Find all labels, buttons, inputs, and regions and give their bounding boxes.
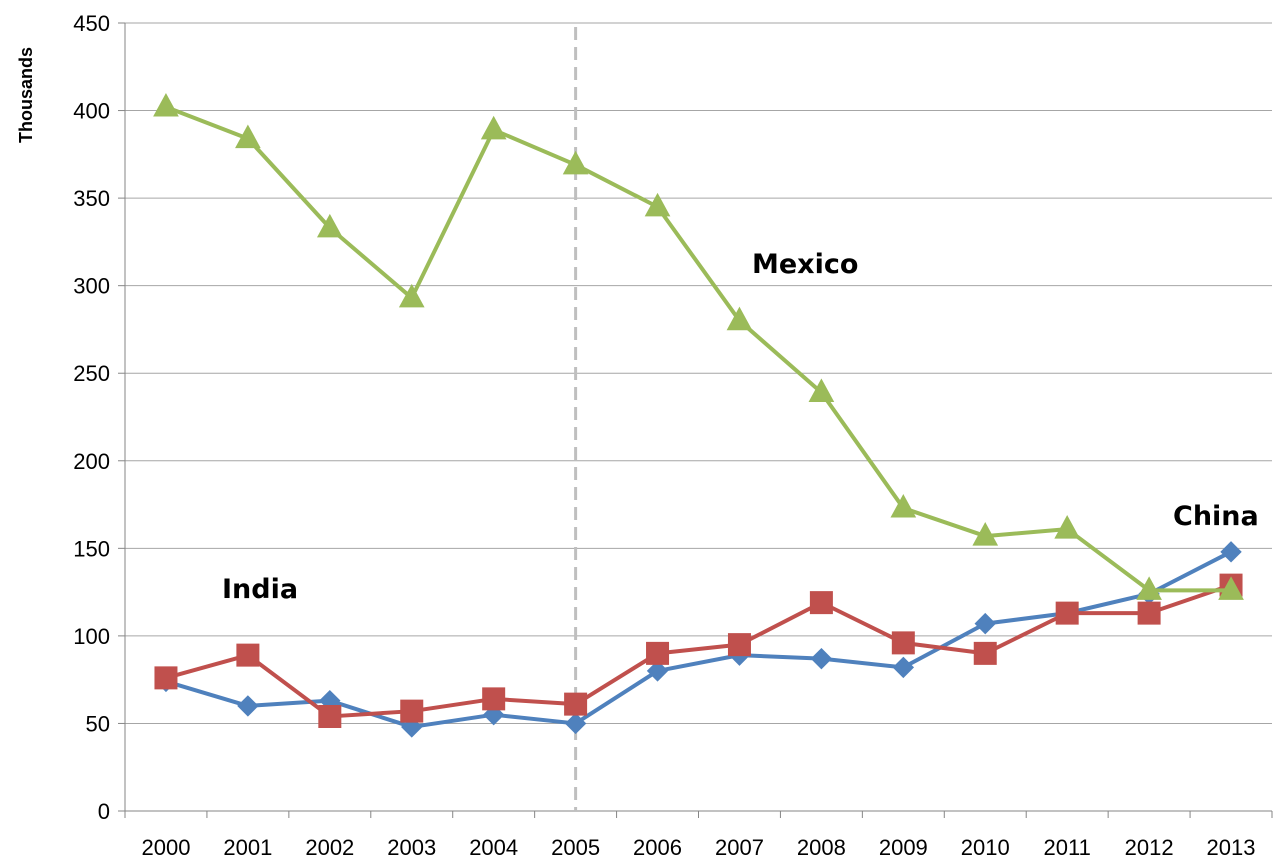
x-tick-label: 2005	[551, 835, 600, 860]
y-tick-label: 450	[73, 11, 110, 36]
data-point-triangle	[562, 150, 589, 175]
data-point-triangle	[1218, 576, 1244, 600]
data-point-square	[154, 666, 178, 690]
data-point-square	[236, 643, 260, 667]
series-mexico	[153, 93, 1244, 600]
series-india	[154, 573, 1243, 728]
x-tick-label: 2003	[387, 835, 436, 860]
series-line	[165, 105, 1232, 593]
annotations: Mexico China India	[222, 249, 1259, 605]
series-line	[165, 550, 1232, 729]
y-tick-label: 400	[73, 99, 110, 124]
data-point-square	[1137, 601, 1161, 625]
x-tick-label: 2002	[305, 835, 354, 860]
x-tick-label: 2010	[961, 835, 1010, 860]
x-tick-label: 2004	[469, 835, 518, 860]
data-point-diamond	[564, 712, 587, 735]
gridlines	[118, 22, 1272, 812]
x-tick-label: 2011	[1044, 835, 1091, 860]
data-point-triangle	[1136, 576, 1162, 600]
y-tick-label: 300	[73, 274, 110, 299]
y-tick-label: 250	[73, 361, 110, 386]
y-tick-label: 200	[73, 449, 110, 474]
data-point-diamond	[974, 612, 996, 635]
x-tick-label: 2006	[633, 835, 682, 860]
data-point-triangle	[726, 306, 753, 331]
data-point-square	[809, 591, 833, 615]
data-point-diamond	[1220, 541, 1242, 563]
data-point-square	[564, 692, 588, 716]
data-point-square	[973, 641, 997, 665]
series-label-india: India	[222, 574, 298, 605]
x-tick-label: 2008	[797, 835, 846, 860]
data-point-triangle	[890, 494, 917, 518]
data-point-diamond	[237, 695, 259, 717]
data-point-diamond	[810, 647, 833, 670]
series-label-china: China	[1173, 501, 1259, 532]
data-point-square	[727, 633, 751, 657]
x-axis: 2000 2001 2002 2003 2004 2005 2006 2007 2008 2009…	[124, 811, 1273, 860]
series-line	[165, 583, 1232, 719]
x-tick-label: 2001	[223, 835, 272, 860]
data-point-square	[1055, 601, 1079, 625]
data-point-triangle	[316, 213, 343, 238]
x-tick-label: 2009	[879, 835, 928, 860]
data-point-square	[318, 704, 342, 728]
series-label-mexico: Mexico	[752, 249, 858, 280]
data-point-square	[400, 699, 424, 723]
data-point-triangle	[235, 124, 261, 149]
y-tick-label: 50	[86, 711, 110, 736]
data-point-square	[891, 631, 915, 655]
x-tick-label: 2013	[1207, 835, 1256, 860]
series-layer	[153, 93, 1244, 738]
data-point-square	[482, 687, 506, 711]
data-point-diamond	[646, 660, 669, 682]
y-axis-ticks: 0 50 100 150 200 250 300 350 400 450	[73, 11, 110, 824]
data-point-triangle	[808, 378, 835, 402]
data-point-triangle	[480, 115, 507, 140]
data-point-triangle	[644, 192, 671, 217]
y-tick-label: 100	[73, 624, 110, 649]
x-tick-label: 2012	[1125, 835, 1174, 860]
y-axis-label: Thousands	[16, 47, 36, 143]
data-point-square	[646, 641, 670, 665]
data-point-triangle	[398, 283, 425, 308]
data-point-triangle	[1054, 515, 1081, 539]
x-tick-label: 2000	[141, 835, 190, 860]
data-point-triangle	[972, 522, 999, 546]
y-tick-label: 350	[73, 186, 110, 211]
y-tick-label: 0	[98, 799, 110, 824]
data-point-triangle	[153, 93, 179, 117]
x-tick-label: 2007	[715, 835, 764, 860]
data-point-diamond	[892, 656, 915, 679]
y-tick-label: 150	[73, 536, 110, 561]
